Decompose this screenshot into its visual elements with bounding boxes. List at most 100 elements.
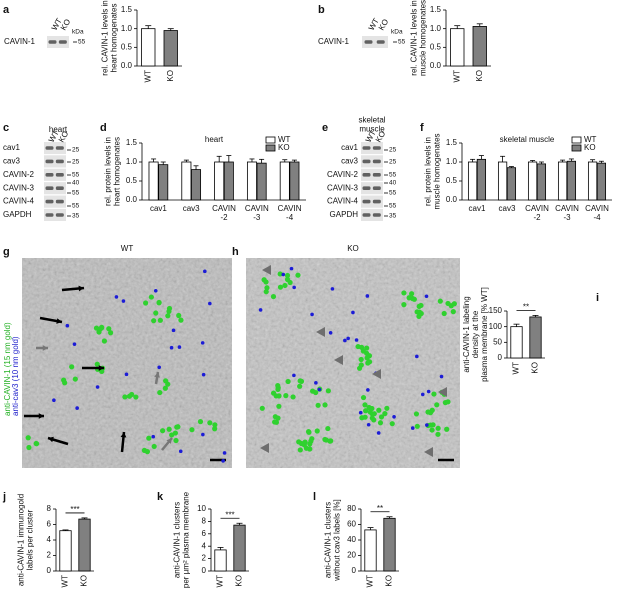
gold-particle	[263, 279, 269, 285]
gold-particle	[437, 298, 443, 304]
y-tick-label: 1.0	[126, 157, 138, 166]
blot-row-label: CAVIN-4	[3, 197, 35, 206]
arrow-head	[260, 443, 269, 453]
marker-label: 35	[389, 213, 397, 220]
chart-title: heart	[205, 135, 224, 144]
bar	[59, 530, 72, 572]
blot-row-label: cav3	[341, 157, 358, 166]
gold-particle	[366, 388, 370, 392]
gold-particle	[429, 427, 435, 433]
gold-particle	[34, 441, 40, 447]
gold-particle	[65, 323, 70, 328]
blot-band	[45, 199, 54, 204]
gold-particle	[157, 317, 163, 323]
gold-particle	[389, 421, 395, 427]
x-tick-label: cav1	[150, 204, 167, 213]
y-tick-label: 0	[47, 566, 52, 575]
gold-particle	[25, 435, 31, 441]
bar	[383, 517, 396, 572]
arrow-head	[56, 318, 62, 324]
gold-particle	[276, 403, 282, 409]
marker-label: 35	[72, 213, 80, 220]
legend-swatch	[571, 144, 582, 152]
blot-band	[55, 213, 64, 217]
gold-particle	[369, 415, 375, 421]
micrograph-title: KO	[347, 244, 359, 253]
x-tick-label: KO	[385, 575, 394, 587]
gold-particle	[314, 381, 318, 385]
gold-particle	[277, 284, 284, 290]
gold-particle	[284, 272, 291, 279]
gold-particle	[307, 446, 313, 452]
gold-particle	[330, 287, 335, 291]
bar	[536, 163, 547, 201]
marker-label: 55	[398, 39, 406, 46]
gold-particle	[275, 382, 281, 389]
gold-particle	[96, 329, 102, 335]
gold-particle	[178, 449, 183, 454]
blot-title: heart	[49, 125, 68, 134]
y-tick-label: 2	[202, 554, 207, 563]
gold-particle	[263, 289, 269, 295]
arrow-head	[48, 436, 54, 443]
y-tick-label: 6	[47, 520, 52, 529]
gold-particle	[95, 385, 100, 389]
blot-band	[362, 213, 371, 217]
gold-particle	[416, 309, 423, 315]
gold-particle	[292, 285, 296, 290]
y-tick-label: 1.5	[121, 5, 133, 14]
marker-label: 55	[78, 39, 86, 46]
gold-particle	[259, 405, 265, 411]
gold-particle	[297, 447, 303, 453]
y-tick-label: 8	[202, 517, 207, 526]
marker-label: 40	[72, 180, 80, 187]
gold-particle	[163, 378, 169, 384]
arrow-head	[262, 265, 271, 275]
blot-membrane	[47, 36, 69, 48]
gold-particle	[72, 376, 78, 382]
x-tick-label: CAVIN -2	[525, 204, 549, 222]
legend-label: KO	[278, 143, 290, 152]
blot-row-label: CAVIN-2	[327, 170, 359, 179]
marker-label: 25	[72, 159, 80, 166]
gold-particle	[351, 310, 355, 315]
gold-particle	[297, 378, 303, 384]
gold-particle	[314, 428, 320, 434]
blot-band	[55, 199, 64, 204]
y-tick-label: 0	[498, 353, 503, 362]
gold-particle	[156, 300, 162, 306]
blot-band	[372, 213, 381, 217]
gold-particle	[114, 295, 119, 299]
y-tick-label: 4	[47, 535, 52, 544]
gold-particle	[292, 373, 296, 378]
gold-particle	[377, 420, 384, 426]
blot-band	[362, 199, 371, 204]
gold-particle	[272, 414, 278, 420]
panel-letter: e	[322, 122, 328, 134]
arrow-head	[154, 372, 160, 378]
significance-label: ***	[70, 505, 79, 514]
y-axis-label: rel. protein levels inmuscle homogenates	[424, 133, 442, 209]
x-tick-label: WT	[143, 70, 152, 83]
micrograph	[22, 258, 232, 468]
blot-band	[45, 159, 54, 164]
gold-particle	[431, 391, 437, 397]
gold-particle	[401, 302, 407, 308]
x-tick-label: CAVIN -2	[212, 204, 236, 222]
x-tick-label: CAVIN -3	[245, 204, 269, 222]
y-axis-label: anti-CAVIN-1 immunogoldlabels per cluste…	[17, 494, 35, 586]
gold-particle	[177, 345, 182, 349]
gold-particle	[178, 317, 184, 323]
y-tick-label: 50	[493, 337, 502, 346]
blot-band	[45, 213, 54, 217]
gold-particle	[327, 438, 333, 444]
panel-letter: c	[3, 122, 9, 134]
gold-particle	[295, 272, 301, 278]
gold-particle	[365, 360, 371, 366]
gold-particle	[425, 423, 429, 427]
y-tick-label: 4	[202, 541, 207, 550]
x-tick-label: WT	[61, 575, 70, 588]
y-tick-label: 0.0	[121, 61, 133, 70]
gold-particle	[94, 361, 100, 367]
